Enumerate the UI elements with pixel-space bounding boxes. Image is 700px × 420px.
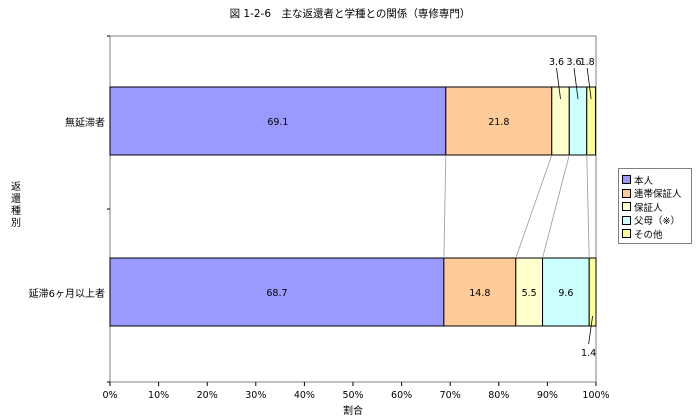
bar-segment: [542, 257, 590, 327]
data-label-leader: [586, 67, 592, 100]
y-axis-label-char: 還: [11, 194, 21, 205]
x-tick-label: 60%: [391, 390, 412, 401]
data-label-leader: [573, 67, 579, 100]
legend-item: 連帯保証人: [622, 187, 691, 201]
x-tick-label: 70%: [440, 390, 461, 401]
legend-label: 保証人: [634, 202, 663, 214]
chart-title: 図 1-2-6 主な返還者と学種との関係（専修専門）: [229, 8, 471, 20]
data-label: 5.5: [522, 288, 537, 299]
data-label: 9.6: [558, 288, 573, 299]
series-line: [542, 154, 570, 259]
bar-segment: [109, 86, 447, 156]
x-tick-label: 50%: [342, 390, 363, 401]
category-label: 無延滞者: [65, 118, 105, 129]
legend-swatch: [622, 202, 631, 212]
x-tick-label: 20%: [197, 390, 218, 401]
legend-item: 本人: [622, 173, 691, 187]
legend-swatch: [622, 215, 631, 225]
legend-swatch: [622, 175, 631, 185]
x-tick-label: 40%: [294, 390, 315, 401]
x-tick-label: 10%: [148, 390, 169, 401]
x-tick-label: 0%: [102, 390, 117, 401]
bar-segment: [109, 257, 445, 327]
x-tick-label: 90%: [537, 390, 558, 401]
x-tick-label: 30%: [245, 390, 266, 401]
data-label-leader: [588, 315, 593, 345]
bar-segment: [445, 86, 553, 156]
legend-label: 父母（※）: [634, 216, 680, 228]
series-line: [443, 154, 447, 259]
data-label-leader: [556, 67, 561, 100]
data-label: 69.1: [267, 117, 288, 128]
y-axis-label-char: 別: [11, 218, 21, 229]
bar-segment: [515, 257, 544, 327]
legend-label: 連帯保証人: [634, 189, 682, 201]
bar-segment: [443, 257, 517, 327]
bar-segment: [588, 257, 597, 327]
data-label: 1.4: [581, 348, 596, 359]
category-label: 延滞6ヶ月以上者: [28, 289, 105, 300]
y-axis-label-char: 返: [11, 182, 21, 193]
series-line: [586, 154, 590, 259]
legend-label: 本人: [634, 175, 654, 187]
legend: 本人連帯保証人 保証人父母（※） その他: [618, 168, 692, 244]
x-tick-label: 80%: [488, 390, 509, 401]
data-label: 3.6: [566, 57, 581, 68]
data-label: 68.7: [266, 288, 287, 299]
x-axis-label: 割合: [343, 406, 363, 417]
data-label: 14.8: [469, 288, 490, 299]
x-tick-label: 100%: [582, 390, 609, 401]
legend-swatch: [622, 188, 631, 198]
bar-segment: [586, 86, 597, 156]
legend-label: その他: [634, 229, 663, 241]
y-axis-label-char: 種: [11, 206, 21, 217]
legend-item: 保証人: [622, 200, 691, 214]
legend-item: その他: [622, 227, 691, 241]
legend-item: 父母（※）: [622, 214, 691, 228]
data-label: 21.8: [488, 117, 509, 128]
series-line: [515, 154, 553, 259]
data-label: 1.8: [580, 57, 595, 68]
y-axis-label: 返還種別: [10, 182, 22, 230]
data-label: 3.6: [549, 57, 564, 68]
legend-swatch: [622, 229, 631, 239]
